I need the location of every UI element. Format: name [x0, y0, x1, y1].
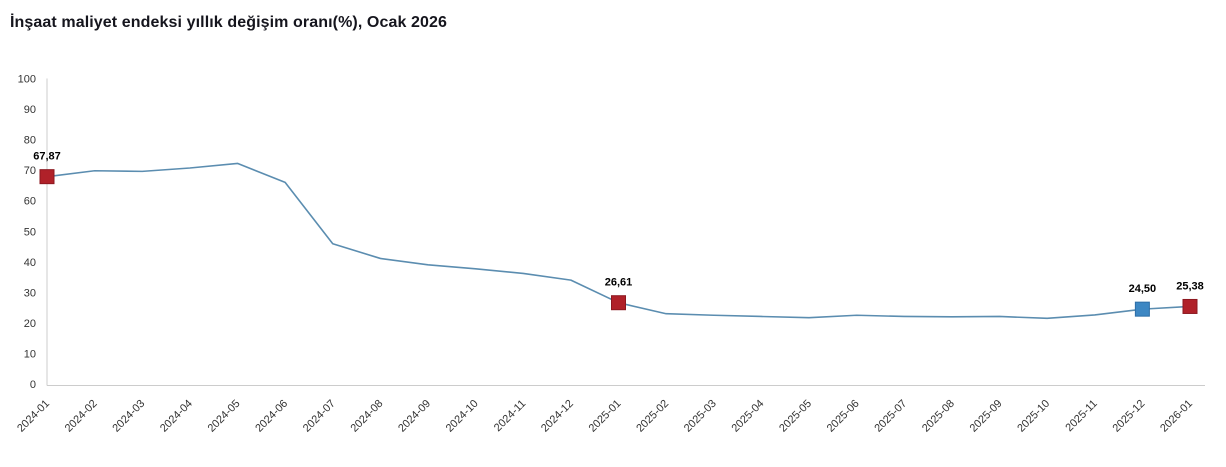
x-axis-tick-label: 2025-02 — [634, 398, 671, 435]
y-axis-tick-label: 20 — [24, 318, 36, 330]
data-point-marker-2024-01 — [39, 169, 55, 185]
y-axis-tick-label: 90 — [24, 104, 36, 116]
x-axis-tick-label: 2025-03 — [682, 398, 719, 435]
x-axis-tick-label: 2024-09 — [396, 398, 433, 435]
x-axis-tick-label: 2024-04 — [158, 398, 195, 435]
y-axis-tick-label: 100 — [18, 74, 36, 86]
x-axis-tick-label: 2025-09 — [968, 398, 1005, 435]
x-axis-tick-label: 2025-08 — [920, 398, 957, 435]
series-line — [46, 162, 1191, 320]
x-axis-tick-label: 2024-08 — [348, 398, 385, 435]
x-axis-tick-label: 2025-05 — [777, 398, 814, 435]
x-axis-tick-label: 2024-05 — [206, 398, 243, 435]
x-axis-tick-label: 2024-07 — [301, 398, 338, 435]
y-axis-tick-label: 70 — [24, 165, 36, 177]
y-axis-tick-label: 0 — [30, 379, 36, 391]
x-axis-tick-label: 2025-10 — [1015, 398, 1052, 435]
y-axis-tick-label: 80 — [24, 135, 36, 147]
x-axis-tick-label: 2024-03 — [110, 398, 147, 435]
x-axis-tick-label: 2024-02 — [63, 398, 100, 435]
y-axis-tick-label: 40 — [24, 257, 36, 269]
x-axis-tick-label: 2025-04 — [729, 398, 766, 435]
y-axis-tick-label: 30 — [24, 287, 36, 299]
x-axis-tick-label: 2024-10 — [444, 398, 481, 435]
x-axis-tick-label: 2025-12 — [1110, 398, 1147, 435]
x-axis-tick-label: 2026-01 — [1158, 398, 1195, 435]
x-axis-tick-label: 2025-06 — [825, 398, 862, 435]
data-point-label-2026-01: 25,38 — [1176, 280, 1204, 292]
chart-title: İnşaat maliyet endeksi yıllık değişim or… — [10, 14, 448, 31]
x-axis-tick-label: 2024-01 — [15, 398, 52, 435]
data-point-marker-2025-12 — [1134, 301, 1150, 317]
y-axis-tick-label: 60 — [24, 196, 36, 208]
x-axis-tick-label: 2024-11 — [492, 398, 528, 434]
x-axis-tick-label: 2024-06 — [253, 398, 290, 435]
x-axis-tick-label: 2025-01 — [587, 398, 624, 435]
y-axis-tick-label: 50 — [24, 226, 36, 238]
y-axis-tick-label: 10 — [24, 348, 36, 360]
x-axis-tick-label: 2025-11 — [1063, 398, 1099, 434]
x-axis-tick-label: 2024-12 — [539, 398, 576, 435]
data-point-marker-2025-01 — [611, 295, 626, 311]
data-point-label-2025-01: 26,61 — [605, 277, 633, 289]
data-point-label-2025-12: 24,50 — [1129, 283, 1157, 295]
data-point-label-2024-01: 67,87 — [33, 151, 61, 163]
x-axis-tick-label: 2025-07 — [872, 398, 909, 435]
data-point-marker-2026-01 — [1182, 298, 1198, 314]
